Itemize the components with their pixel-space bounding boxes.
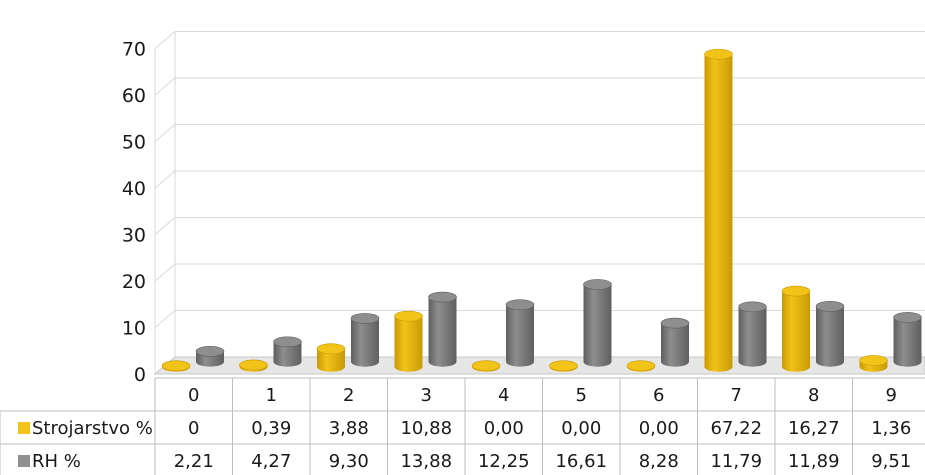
bar-rh-5 — [583, 279, 612, 367]
x-tick-label: 2 — [343, 385, 354, 406]
bar-strojarstvo-6 — [626, 360, 656, 372]
bar-rh-2 — [350, 313, 380, 367]
data-label: 8,28 — [639, 451, 679, 472]
legend-swatch — [18, 455, 30, 467]
x-tick-label: 1 — [266, 385, 277, 406]
bar-rh-9 — [893, 312, 922, 367]
data-label: 16,27 — [788, 418, 840, 439]
data-table: 0 1 2 3 4 5 6 7 8 9 Strojarstvo % 0 0,39 3,88 10,88 0,0… — [0, 377, 925, 475]
bar-strojarstvo-4 — [471, 360, 501, 372]
bar-rh-7 — [738, 301, 767, 367]
bars — [161, 48, 922, 372]
x-tick-label: 9 — [886, 385, 897, 406]
data-label: 0,00 — [561, 418, 601, 439]
x-tick-label: 7 — [731, 385, 742, 406]
data-label: 11,89 — [788, 451, 840, 472]
data-label: 9,51 — [871, 451, 911, 472]
bar-strojarstvo-7 — [704, 48, 733, 372]
bar-strojarstvo-3 — [394, 310, 423, 372]
data-label: 0 — [188, 418, 199, 439]
y-tick-label: 60 — [122, 85, 146, 107]
bar-strojarstvo-8 — [781, 285, 811, 372]
bar-strojarstvo-2 — [316, 343, 346, 372]
x-tick-label: 4 — [498, 385, 509, 406]
bar-rh-1 — [273, 336, 302, 367]
y-tick-label: 50 — [122, 132, 146, 154]
y-tick-label: 20 — [122, 271, 146, 293]
legend-swatch — [18, 422, 30, 434]
data-label: 9,30 — [329, 451, 369, 472]
y-tick-label: 40 — [122, 178, 146, 200]
x-tick-label: 6 — [653, 385, 664, 406]
data-label: 16,61 — [555, 451, 607, 472]
y-tick-label: 10 — [122, 318, 146, 340]
bar-rh-0 — [195, 346, 225, 367]
bar-rh-8 — [815, 301, 845, 367]
data-label: 0,39 — [251, 418, 291, 439]
data-label: 4,27 — [251, 451, 291, 472]
x-tick-label: 5 — [576, 385, 587, 406]
data-label: 10,88 — [400, 418, 452, 439]
gridline-side — [154, 217, 176, 235]
y-tick-label: 70 — [122, 39, 146, 61]
gridline-side — [154, 77, 176, 96]
data-label: 11,79 — [710, 451, 762, 472]
bar-rh-6 — [660, 317, 690, 367]
data-label: 67,22 — [710, 418, 762, 439]
gridline-side — [154, 124, 176, 142]
legend-label: Strojarstvo % — [32, 418, 153, 439]
data-label: 1,36 — [871, 418, 911, 439]
y-axis: 0 10 20 30 40 50 60 70 — [122, 39, 146, 387]
x-tick-label: 8 — [808, 385, 819, 406]
x-tick-label: 3 — [421, 385, 432, 406]
bar-strojarstvo-9 — [859, 355, 888, 372]
legend-label: RH % — [32, 451, 81, 472]
bar-strojarstvo-1 — [239, 359, 268, 372]
bar-strojarstvo-5 — [549, 360, 578, 372]
x-tick-label: 0 — [188, 385, 199, 406]
data-label: 12,25 — [478, 451, 530, 472]
data-label: 3,88 — [329, 418, 369, 439]
gridline-side — [154, 31, 176, 49]
bar-strojarstvo-0 — [161, 360, 191, 372]
data-label: 13,88 — [400, 451, 452, 472]
data-label: 0,00 — [639, 418, 679, 439]
bar-rh-3 — [428, 291, 457, 367]
y-tick-label: 30 — [122, 225, 146, 247]
gridline-side — [154, 310, 176, 328]
gridline-side — [154, 263, 176, 282]
bar-rh-4 — [505, 299, 535, 367]
data-label: 0,00 — [484, 418, 524, 439]
y-tick-label: 0 — [134, 364, 146, 386]
data-label: 2,21 — [174, 451, 214, 472]
gridline-side — [154, 170, 176, 189]
